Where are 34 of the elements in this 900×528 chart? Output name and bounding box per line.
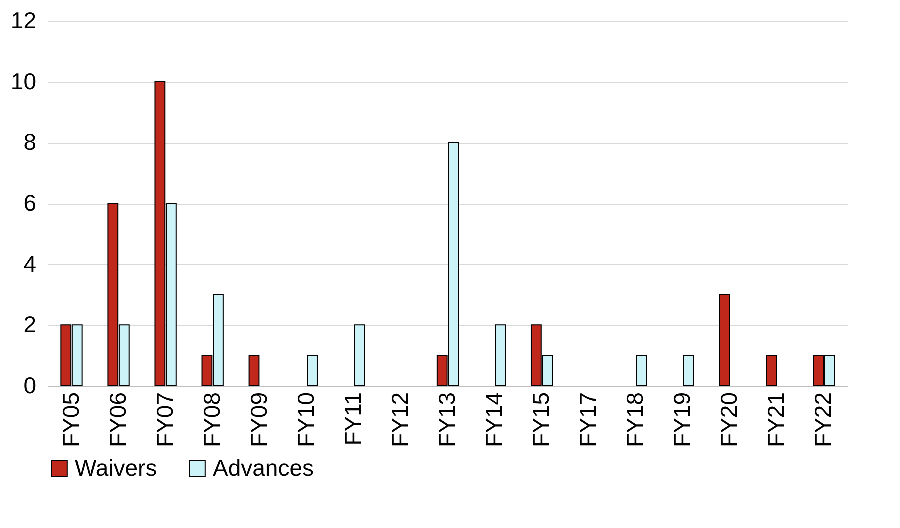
x-tick-label: FY11 — [340, 392, 366, 446]
y-tick-label: 8 — [24, 129, 36, 156]
x-tick-label: FY09 — [246, 392, 272, 448]
x-tick-label: FY17 — [575, 392, 602, 448]
bar — [354, 324, 366, 386]
x-tick-label: FY08 — [198, 392, 225, 448]
bar — [307, 355, 318, 386]
legend-label: Waivers — [75, 454, 158, 481]
x-tick-label: FY10 — [292, 392, 319, 448]
x-tick-label: FY21 — [763, 392, 790, 448]
bar — [719, 294, 730, 386]
y-tick-label: 4 — [24, 250, 37, 277]
x-tick-label: FY13 — [434, 392, 460, 448]
y-tick-label: 6 — [24, 190, 36, 216]
legend-label: Advances — [213, 454, 314, 481]
x-tick-label: FY12 — [386, 392, 413, 448]
x-tick-label: FY20 — [716, 392, 742, 448]
x-tick-label: FY19 — [669, 392, 696, 448]
x-tick-label: FY06 — [104, 392, 131, 448]
bar — [636, 355, 648, 386]
y-tick-label: 10 — [10, 68, 36, 94]
bar — [248, 355, 260, 386]
x-tick-label: FY22 — [810, 392, 836, 448]
x-tick-label: FY14 — [481, 392, 508, 448]
x-tick-label: FY07 — [152, 392, 178, 448]
bar — [766, 355, 778, 386]
y-tick-label: 0 — [24, 372, 36, 398]
x-tick-label: FY18 — [622, 392, 648, 448]
x-tick-label: FY05 — [58, 392, 84, 448]
bar — [495, 324, 506, 386]
y-tick-label: 12 — [10, 8, 36, 34]
y-tick-label: 2 — [24, 312, 36, 338]
bar — [683, 355, 694, 386]
x-tick-label: FY15 — [528, 392, 554, 448]
